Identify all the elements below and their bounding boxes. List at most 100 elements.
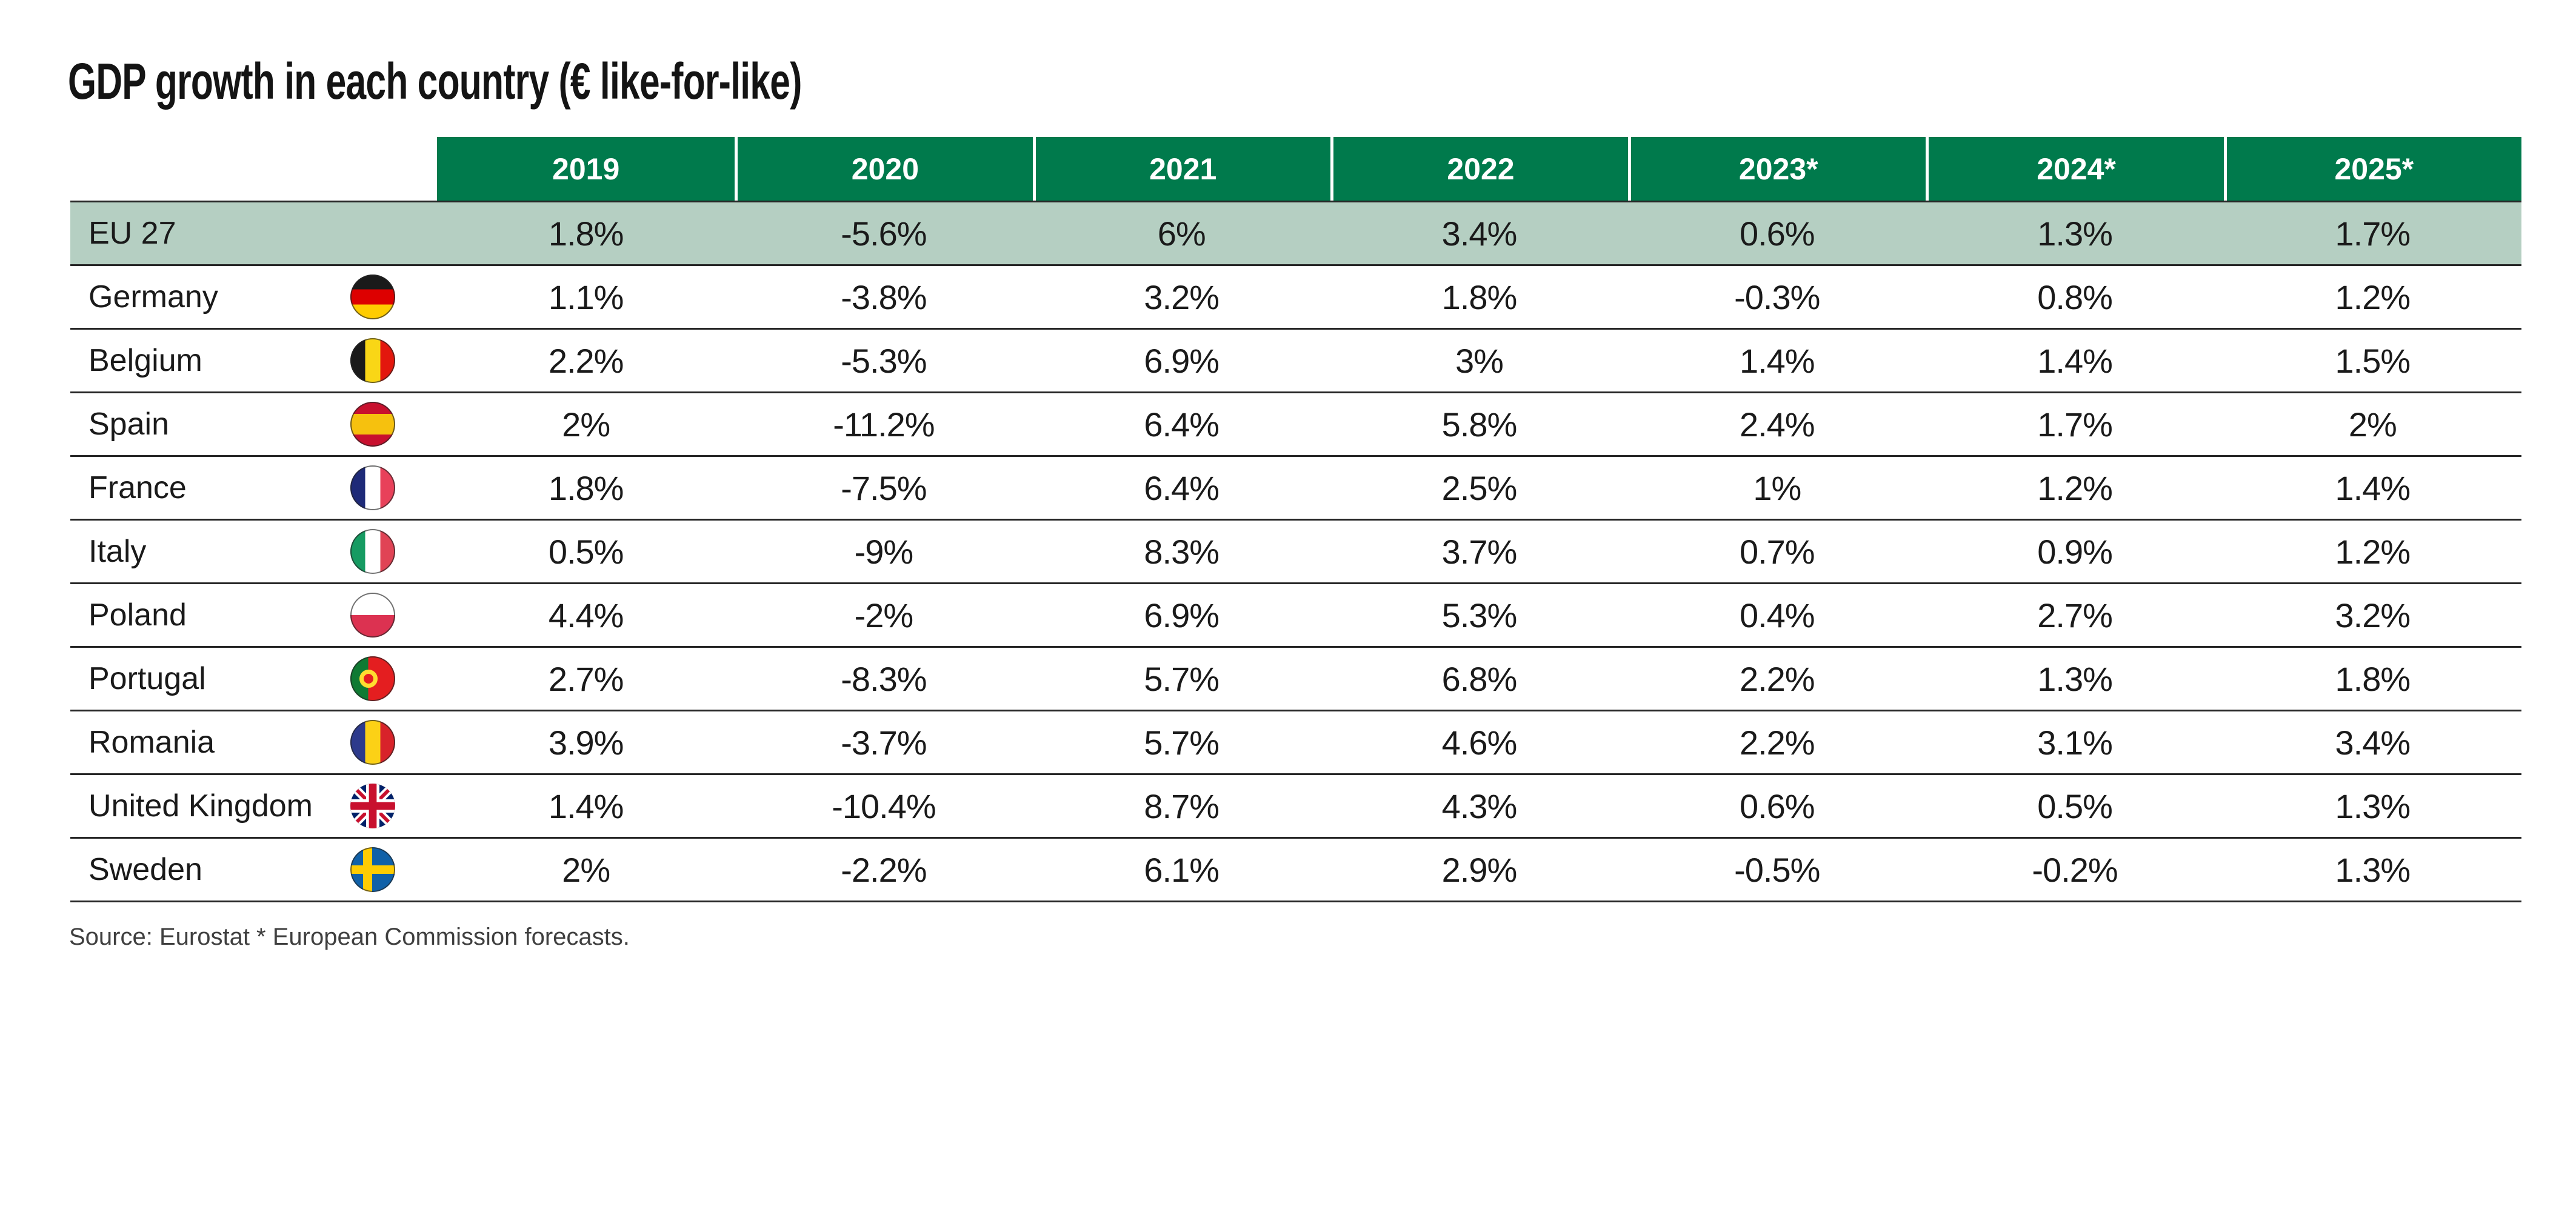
country-label: Germany (88, 279, 218, 315)
gdp-value-2025: 1.2% (2335, 278, 2411, 316)
gdp-value-2022: 3% (1455, 341, 1504, 380)
country-label: Spain (88, 407, 169, 442)
gdp-value-2023: 0.4% (1739, 596, 1815, 634)
gdp-value-2021: 6.1% (1144, 850, 1220, 889)
table-row-sweden: Sweden 2% -2.2% 6.1% 2.9% -0.5% -0.2% 1.3% (70, 839, 2521, 902)
column-header-2023: 2023* (1628, 137, 1926, 201)
gdp-value-2023: -0.3% (1734, 278, 1820, 316)
gdp-value-2024: 0.5% (2037, 787, 2113, 825)
gdp-value-2021: 6.4% (1144, 468, 1220, 507)
gdp-value-2020: -3.7% (841, 723, 927, 762)
gdp-value-2022: 5.8% (1441, 405, 1518, 444)
country-cell: Spain (70, 393, 437, 455)
gdp-value-2020: -8.3% (841, 659, 927, 698)
gdp-value-2021: 6.9% (1144, 341, 1220, 380)
column-header-2022: 2022 (1330, 137, 1629, 201)
poland-flag-icon (350, 593, 395, 638)
country-cell: Sweden (70, 839, 437, 901)
country-label: Romania (88, 725, 215, 760)
table-header-row: 2019 2020 2021 2022 2023* 2024* 2025* (70, 137, 2521, 202)
gdp-value-2025: 3.4% (2335, 723, 2411, 762)
table-row-italy: Italy 0.5% -9% 8.3% 3.7% 0.7% 0.9% 1.2% (70, 521, 2521, 584)
italy-flag-icon (350, 529, 395, 574)
gdp-value-2022: 2.5% (1441, 468, 1518, 507)
country-label: Belgium (88, 343, 202, 378)
gdp-value-2021: 6% (1157, 214, 1206, 253)
gdp-value-2024: 0.9% (2037, 532, 2113, 571)
gdp-value-2023: -0.5% (1734, 850, 1820, 889)
gdp-value-2024: 1.2% (2037, 468, 2113, 507)
gdp-value-2022: 1.8% (1441, 278, 1518, 316)
country-label: Poland (88, 598, 187, 633)
france-flag-icon (350, 465, 395, 510)
gdp-value-2023: 0.6% (1739, 214, 1815, 253)
table-row-romania: Romania 3.9% -3.7% 5.7% 4.6% 2.2% 3.1% 3.4% (70, 711, 2521, 775)
table-row-belgium: Belgium 2.2% -5.3% 6.9% 3% 1.4% 1.4% 1.5% (70, 330, 2521, 393)
romania-flag-icon (350, 720, 395, 765)
gdp-value-2020: -5.3% (841, 341, 927, 380)
gdp-value-2020: -3.8% (841, 278, 927, 316)
gdp-value-2022: 4.6% (1441, 723, 1518, 762)
table-row-portugal: Portugal 2.7% -8.3% 5.7% 6.8% 2.2% 1.3% 1.8% (70, 648, 2521, 711)
uk-flag-icon (350, 784, 395, 828)
gdp-value-2023: 1.4% (1739, 341, 1815, 380)
gdp-value-2024: 1.4% (2037, 341, 2113, 380)
column-header-2019: 2019 (437, 137, 735, 201)
gdp-value-2019: 1.4% (548, 787, 624, 825)
gdp-value-2025: 1.5% (2335, 341, 2411, 380)
column-header-2024: 2024* (1926, 137, 2224, 201)
gdp-value-2024: 2.7% (2037, 596, 2113, 634)
gdp-value-2022: 3.4% (1441, 214, 1518, 253)
gdp-value-2025: 1.8% (2335, 659, 2411, 698)
gdp-value-2025: 3.2% (2335, 596, 2411, 634)
table-row-france: France 1.8% -7.5% 6.4% 2.5% 1% 1.2% 1.4% (70, 457, 2521, 521)
gdp-value-2023: 2.2% (1739, 723, 1815, 762)
portugal-flag-icon (350, 656, 395, 701)
gdp-value-2024: 1.7% (2037, 405, 2113, 444)
gdp-value-2024: 0.8% (2037, 278, 2113, 316)
gdp-value-2025: 1.3% (2335, 787, 2411, 825)
gdp-value-2020: -11.2% (833, 405, 935, 444)
gdp-value-2019: 1.1% (548, 278, 624, 316)
germany-flag-icon (350, 275, 395, 319)
gdp-value-2021: 5.7% (1144, 659, 1220, 698)
gdp-value-2021: 5.7% (1144, 723, 1220, 762)
country-label: France (88, 470, 187, 505)
country-cell: Italy (70, 521, 437, 582)
country-cell: Poland (70, 584, 437, 646)
column-header-2025: 2025* (2223, 137, 2521, 201)
gdp-value-2019: 1.8% (548, 468, 624, 507)
country-label: EU 27 (88, 216, 176, 251)
column-header-2021: 2021 (1032, 137, 1330, 201)
gdp-value-2021: 8.7% (1144, 787, 1220, 825)
table-row-poland: Poland 4.4% -2% 6.9% 5.3% 0.4% 2.7% 3.2% (70, 584, 2521, 648)
gdp-value-2024: 1.3% (2037, 214, 2113, 253)
country-label: United Kingdom (88, 788, 313, 824)
country-cell: EU 27 (70, 202, 437, 264)
table-row-united-kingdom: United Kingdom 1.4% -10.4% 8.7% 4.3% 0.6% 0.5%… (70, 775, 2521, 839)
sweden-flag-icon (350, 847, 395, 892)
corner-cell (70, 137, 437, 201)
table-row-eu-27: EU 27 1.8% -5.6% 6% 3.4% 0.6% 1.3% 1.7% (70, 202, 2521, 266)
gdp-value-2019: 2% (562, 850, 610, 889)
page-title: GDP growth in each country (€ like-for-l… (68, 53, 802, 110)
portugal-emblem-icon (359, 670, 378, 688)
gdp-value-2022: 4.3% (1441, 787, 1518, 825)
country-label: Sweden (88, 852, 202, 887)
gdp-value-2019: 2.7% (548, 659, 624, 698)
country-label: Italy (88, 534, 147, 569)
gdp-value-2019: 3.9% (548, 723, 624, 762)
gdp-value-2022: 2.9% (1441, 850, 1518, 889)
gdp-value-2021: 3.2% (1144, 278, 1220, 316)
source-note: Source: Eurostat * European Commission f… (69, 924, 630, 950)
gdp-value-2023: 0.7% (1739, 532, 1815, 571)
gdp-value-2025: 2% (2348, 405, 2397, 444)
gdp-growth-table: 2019 2020 2021 2022 2023* 2024* 2025* EU 27 1.8… (70, 137, 2521, 902)
gdp-value-2020: -9% (854, 532, 914, 571)
gdp-value-2025: 1.7% (2335, 214, 2411, 253)
country-cell: Romania (70, 711, 437, 773)
gdp-value-2019: 0.5% (548, 532, 624, 571)
gdp-value-2021: 6.4% (1144, 405, 1220, 444)
belgium-flag-icon (350, 338, 395, 383)
country-cell: United Kingdom (70, 775, 437, 837)
